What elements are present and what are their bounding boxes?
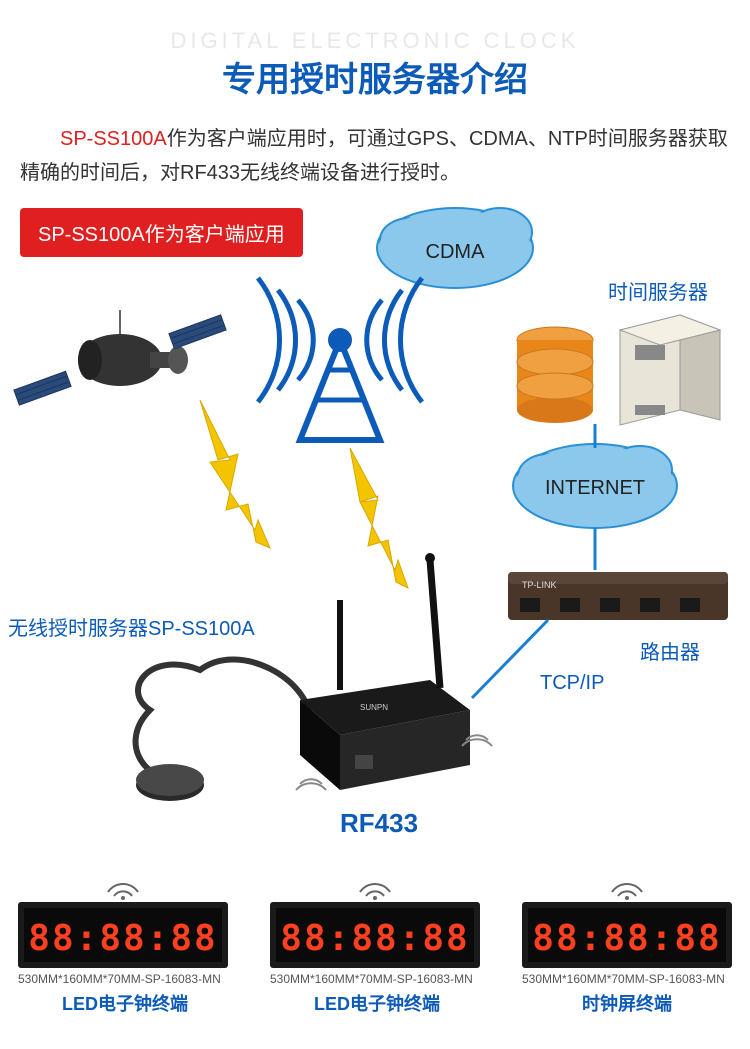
clock-3-label: 时钟屏终端 (582, 990, 672, 1016)
router-label: 路由器 (640, 636, 700, 665)
cdma-label: CDMA (426, 241, 486, 263)
device-icon: SUNPN (136, 553, 492, 801)
clock-wifi-1 (108, 884, 138, 900)
svg-text:88:88:88: 88:88:88 (280, 918, 469, 959)
internet-label: INTERNET (545, 477, 645, 499)
rf433-label: RF433 (340, 808, 418, 839)
link-router-device (472, 620, 548, 698)
device-label: 无线授时服务器SP-SS100A (8, 612, 255, 641)
clock-2: 88:88:88 (270, 902, 480, 968)
clock-1: 88:88:88 (18, 902, 228, 968)
bolt-tower-icon (350, 448, 408, 588)
svg-text:TP-LINK: TP-LINK (522, 580, 557, 590)
router-icon: TP-LINK (508, 572, 728, 620)
svg-text:88:88:88: 88:88:88 (28, 918, 217, 959)
satellite-icon (14, 310, 226, 405)
clock-2-dim: 530MM*160MM*70MM-SP-16083-MN (270, 972, 473, 986)
svg-text:88:88:88: 88:88:88 (532, 918, 721, 959)
clock-wifi-3 (612, 884, 642, 900)
tcpip-label: TCP/IP (540, 672, 604, 695)
time-server-label: 时间服务器 (608, 276, 708, 305)
diagram-canvas: CDMA INTERNET (0, 0, 750, 1049)
time-server-icon (517, 315, 720, 425)
bolt-satellite-icon (200, 400, 270, 548)
clock-3: 88:88:88 (522, 902, 732, 968)
clock-3-dim: 530MM*160MM*70MM-SP-16083-MN (522, 972, 725, 986)
cell-tower-icon (258, 278, 422, 440)
clock-2-label: LED电子钟终端 (314, 990, 440, 1016)
svg-text:SUNPN: SUNPN (360, 703, 388, 712)
clock-wifi-2 (360, 884, 390, 900)
clock-1-dim: 530MM*160MM*70MM-SP-16083-MN (18, 972, 221, 986)
clock-1-label: LED电子钟终端 (62, 990, 188, 1016)
